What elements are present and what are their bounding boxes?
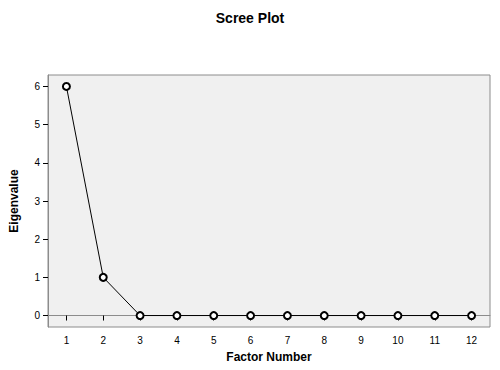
svg-text:11: 11 [430, 335, 441, 346]
svg-text:7: 7 [285, 335, 291, 346]
svg-text:10: 10 [392, 335, 404, 346]
svg-text:5: 5 [211, 335, 217, 346]
svg-text:Scree Plot: Scree Plot [216, 10, 285, 26]
svg-text:0: 0 [34, 310, 40, 321]
svg-text:12: 12 [466, 335, 478, 346]
svg-text:2: 2 [100, 335, 106, 346]
svg-text:Eigenvalue: Eigenvalue [7, 169, 21, 233]
svg-text:9: 9 [358, 335, 364, 346]
svg-text:4: 4 [174, 335, 180, 346]
svg-text:6: 6 [34, 81, 40, 92]
svg-text:Factor Number: Factor Number [226, 350, 312, 364]
svg-text:4: 4 [34, 157, 40, 168]
svg-text:6: 6 [248, 335, 254, 346]
svg-text:1: 1 [34, 272, 40, 283]
svg-text:3: 3 [137, 335, 143, 346]
svg-text:2: 2 [34, 234, 40, 245]
svg-text:3: 3 [34, 196, 40, 207]
svg-text:8: 8 [321, 335, 327, 346]
svg-text:5: 5 [34, 119, 40, 130]
svg-text:1: 1 [64, 335, 70, 346]
